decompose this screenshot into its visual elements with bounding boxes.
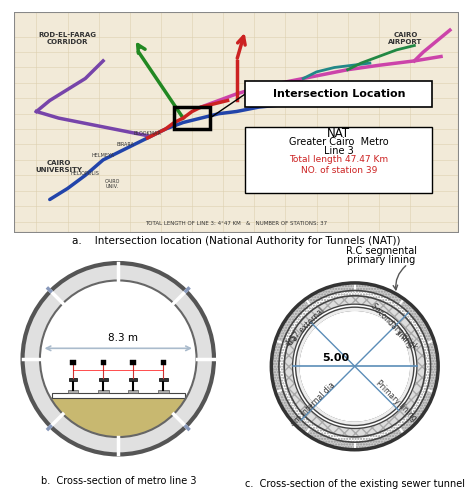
Text: lining: lining — [394, 329, 415, 350]
Text: TOTAL LENGTH OF LINE 3: 4°47 KM   &   NUMBER OF STATIONS: 37: TOTAL LENGTH OF LINE 3: 4°47 KM & NUMBER… — [145, 221, 328, 226]
Bar — [98, 390, 109, 392]
Text: Primary lining: Primary lining — [374, 378, 419, 422]
Bar — [129, 378, 137, 382]
Bar — [52, 392, 184, 398]
Text: dia: dia — [285, 332, 300, 347]
Text: c.  Cross-section of the existing sewer tunnel: c. Cross-section of the existing sewer t… — [245, 479, 465, 489]
Bar — [70, 360, 76, 365]
FancyBboxPatch shape — [245, 80, 432, 107]
Text: 8.3 m: 8.3 m — [107, 333, 138, 343]
Text: ROD-EL-FARAG
CORRIDOR: ROD-EL-FARAG CORRIDOR — [38, 32, 96, 46]
Text: CAIRO
UNIVERSITY: CAIRO UNIVERSITY — [35, 160, 82, 173]
Circle shape — [300, 312, 409, 421]
Circle shape — [293, 304, 417, 428]
Text: Total length 47.47 Km: Total length 47.47 Km — [289, 156, 388, 164]
Bar — [128, 390, 138, 392]
Bar — [159, 378, 168, 382]
FancyBboxPatch shape — [245, 127, 432, 193]
Text: HELMEYA: HELMEYA — [92, 153, 114, 158]
Text: CAIRO
UNIV.: CAIRO UNIV. — [105, 178, 120, 190]
Text: HELIOPOLIS: HELIOPOLIS — [71, 170, 100, 175]
Circle shape — [296, 307, 414, 426]
Text: Intersection Location: Intersection Location — [272, 89, 405, 99]
Bar — [99, 378, 108, 382]
Polygon shape — [51, 398, 186, 437]
Circle shape — [40, 280, 197, 437]
Text: BLOOKMAR: BLOOKMAR — [134, 131, 161, 136]
Text: Secondary brick: Secondary brick — [369, 302, 419, 352]
Text: a.    Intersection location (National Authority for Tunnels (NAT)): a. Intersection location (National Autho… — [72, 236, 401, 246]
Text: 5.00: 5.00 — [322, 352, 350, 362]
Text: 4.57 external: 4.57 external — [284, 306, 327, 348]
Bar — [69, 378, 78, 382]
Text: Greater Cairo  Metro: Greater Cairo Metro — [289, 138, 389, 147]
Circle shape — [279, 290, 430, 442]
Text: CAIRO
AIRPORT: CAIRO AIRPORT — [388, 32, 423, 46]
Text: BIRARA: BIRARA — [116, 142, 134, 147]
Text: primary lining: primary lining — [347, 255, 415, 265]
Circle shape — [23, 263, 214, 454]
Text: b.  Cross-section of metro line 3: b. Cross-section of metro line 3 — [41, 476, 196, 486]
Text: R.C segmental: R.C segmental — [346, 246, 417, 256]
Text: Line 3: Line 3 — [324, 146, 354, 156]
Bar — [68, 390, 78, 392]
Text: NO. of station 39: NO. of station 39 — [300, 166, 377, 175]
Text: 4m internal dia: 4m internal dia — [289, 380, 337, 428]
Text: NAT: NAT — [327, 127, 350, 140]
Bar — [158, 390, 169, 392]
Circle shape — [272, 283, 438, 450]
Bar — [131, 360, 136, 365]
Bar — [174, 107, 210, 129]
Circle shape — [300, 312, 409, 421]
Bar — [101, 360, 106, 365]
Circle shape — [284, 296, 425, 437]
Bar — [161, 360, 166, 365]
